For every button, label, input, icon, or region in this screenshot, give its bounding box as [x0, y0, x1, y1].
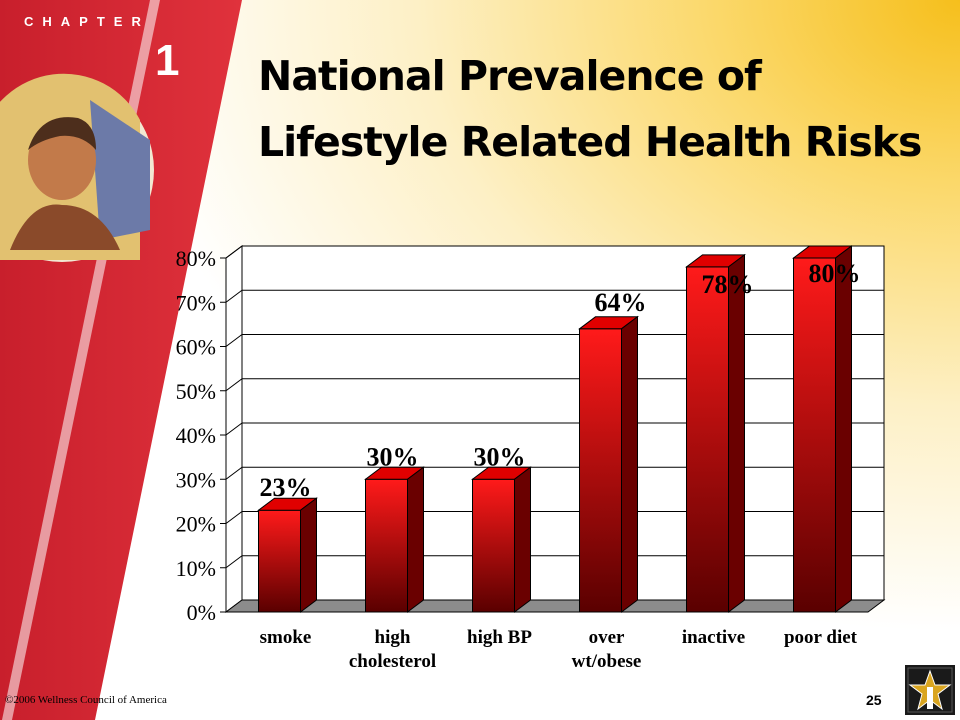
title-line-2: Lifestyle Related Health Risks	[258, 118, 922, 166]
chapter-number: 1	[155, 36, 180, 85]
y-tick-label: 60%	[176, 335, 216, 360]
bar-side	[407, 466, 424, 613]
chart-floor	[224, 599, 886, 613]
bar	[257, 497, 318, 613]
category-label: wt/obese	[572, 651, 642, 672]
title-line-1: National Prevalence of	[258, 52, 762, 100]
category-label: poor diet	[784, 627, 858, 648]
gridline-side	[225, 245, 243, 259]
y-tick-label: 10%	[176, 556, 216, 581]
star-logo-icon	[905, 665, 955, 715]
bar-side	[621, 315, 638, 613]
person-icon	[0, 73, 154, 262]
data-label: 80%	[809, 259, 861, 288]
data-label: 30%	[367, 442, 419, 471]
bar-side	[514, 466, 531, 613]
y-tick-label: 0%	[187, 600, 216, 625]
bar-front	[793, 257, 836, 613]
y-tick-label: 70%	[176, 290, 216, 315]
y-tick-label: 40%	[176, 423, 216, 448]
bar-front	[365, 478, 408, 613]
bar-front	[472, 478, 515, 613]
gridline-side	[225, 422, 243, 436]
gridline-side	[225, 289, 243, 303]
bar-side	[300, 497, 317, 613]
data-label: 30%	[474, 442, 526, 471]
bar	[792, 245, 853, 613]
page-number: 25	[866, 692, 882, 708]
gridline-side	[225, 511, 243, 524]
gridline-side	[225, 334, 243, 347]
bar-front	[258, 509, 301, 613]
y-tick-label: 30%	[176, 467, 216, 492]
y-tick-label: 80%	[176, 246, 216, 271]
data-label: 78%	[702, 270, 754, 299]
category-label: high BP	[467, 627, 532, 648]
bar	[685, 253, 746, 613]
category-label: smoke	[260, 627, 312, 648]
bar-front	[579, 328, 622, 613]
bar-front	[686, 266, 729, 613]
footer-copyright: ©2006 Wellness Council of America	[5, 694, 167, 706]
bar-side	[835, 245, 852, 613]
gridline-side	[225, 466, 243, 480]
y-tick-label: 20%	[176, 512, 216, 537]
gridline-side	[225, 378, 243, 392]
bar	[471, 466, 532, 613]
category-label: cholesterol	[349, 651, 436, 672]
bar	[578, 315, 639, 613]
category-label: inactive	[682, 627, 745, 648]
data-label: 23%	[260, 473, 312, 502]
gridline-side	[225, 555, 243, 569]
data-label: 64%	[595, 288, 647, 317]
bar-side	[728, 253, 745, 613]
y-tick-label: 50%	[176, 379, 216, 404]
chapter-word: CHAPTER	[24, 14, 150, 29]
category-label: over	[589, 627, 625, 648]
bar	[364, 466, 425, 613]
category-label: high	[375, 627, 411, 648]
